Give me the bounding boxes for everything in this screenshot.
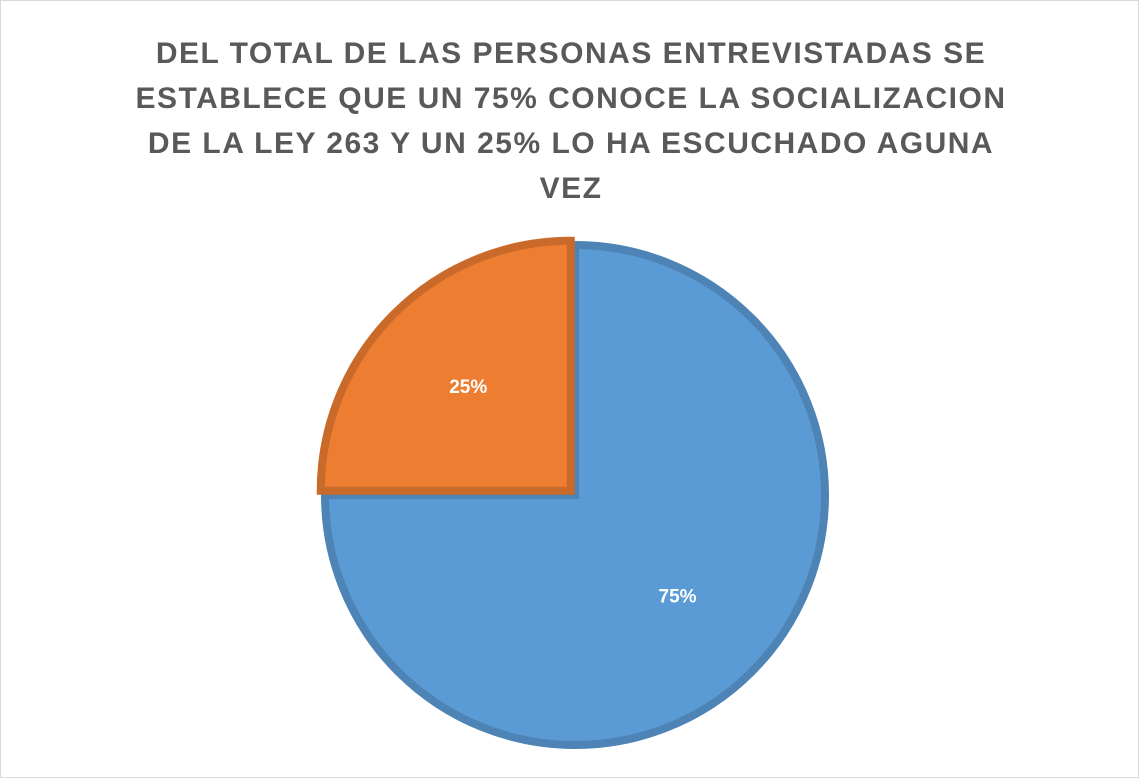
pie-slice [316, 236, 575, 495]
pie-slice [320, 240, 829, 749]
data-label: 25% [449, 377, 487, 398]
data-label: 75% [659, 587, 697, 608]
chart-title: DEL TOTAL DE LAS PERSONAS ENTREVISTADAS … [135, 37, 1007, 205]
